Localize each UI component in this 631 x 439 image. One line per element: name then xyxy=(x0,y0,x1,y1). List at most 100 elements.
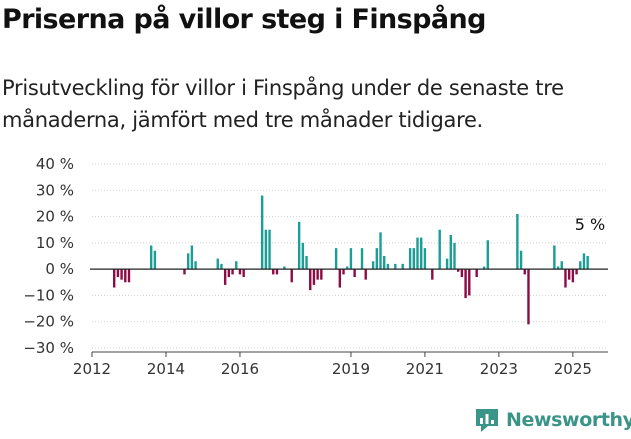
bar xyxy=(460,269,464,278)
bar xyxy=(360,248,364,270)
bar xyxy=(312,269,316,285)
bar xyxy=(379,232,382,270)
bar xyxy=(268,229,271,270)
page-title: Priserna på villor steg i Finspång xyxy=(2,4,486,35)
bar xyxy=(438,229,441,270)
x-tick-label: 2025 xyxy=(554,360,592,378)
bar-series xyxy=(112,195,589,325)
bar xyxy=(346,266,349,270)
bar xyxy=(190,245,194,270)
bar xyxy=(320,269,323,280)
y-tick-label: 40 % xyxy=(36,155,74,173)
bar xyxy=(475,269,478,278)
bar xyxy=(408,248,412,270)
bar xyxy=(401,263,404,270)
bar xyxy=(238,269,242,275)
bar xyxy=(556,266,560,270)
logo-text: Newsworthy xyxy=(506,409,631,431)
bar xyxy=(334,248,338,270)
x-tick-label: 2012 xyxy=(73,360,111,378)
bar xyxy=(283,266,286,270)
bar xyxy=(416,237,419,270)
bar xyxy=(449,234,452,270)
bar xyxy=(394,263,397,270)
bar xyxy=(353,269,356,278)
bar xyxy=(386,263,390,270)
bar xyxy=(375,248,379,270)
bar xyxy=(342,269,345,275)
bar xyxy=(223,269,227,285)
bar xyxy=(560,261,563,270)
bar xyxy=(149,245,153,270)
bar xyxy=(412,248,416,270)
y-tick-label: 0 % xyxy=(45,260,74,278)
bar xyxy=(579,261,582,270)
bar xyxy=(124,269,127,283)
chart-axes xyxy=(90,268,608,357)
y-tick-label: −20 % xyxy=(23,313,74,331)
bar xyxy=(582,253,586,270)
bar xyxy=(445,258,449,270)
bar xyxy=(220,263,223,270)
bar xyxy=(364,269,367,280)
bar xyxy=(423,248,427,270)
bar xyxy=(456,269,460,272)
y-tick-label: −10 % xyxy=(23,286,74,304)
bar xyxy=(586,256,589,270)
bar-chart: 40 % 30 % 20 % 10 % 0 % −10 % −20 % −30 % 2012 20… xyxy=(23,155,608,378)
bar xyxy=(486,240,489,270)
bar xyxy=(116,269,120,278)
bar xyxy=(371,261,375,270)
x-tick-label: 2021 xyxy=(406,360,444,378)
bar xyxy=(349,248,353,270)
x-tick-label: 2016 xyxy=(221,360,259,378)
bar xyxy=(242,269,245,278)
bar xyxy=(264,229,268,270)
bar xyxy=(453,242,456,270)
bar xyxy=(194,261,197,270)
bar xyxy=(301,242,305,270)
bar xyxy=(127,269,131,283)
x-tick-label: 2014 xyxy=(147,360,185,378)
bar xyxy=(519,250,523,270)
y-tick-label: 30 % xyxy=(36,181,74,199)
bar xyxy=(516,213,519,270)
bar xyxy=(571,269,575,283)
bar xyxy=(383,256,386,270)
bar xyxy=(120,269,123,280)
bar xyxy=(482,266,486,270)
bar xyxy=(316,269,319,280)
bar xyxy=(567,269,571,280)
bar xyxy=(431,269,434,280)
bar xyxy=(464,269,467,299)
x-tick-label: 2019 xyxy=(332,360,370,378)
bar xyxy=(216,258,219,270)
bar xyxy=(153,250,157,270)
bar xyxy=(575,269,578,275)
bar xyxy=(186,253,190,270)
page-subtitle: Prisutveckling för villor i Finspång und… xyxy=(2,76,564,132)
x-tick-label: 2023 xyxy=(480,360,518,378)
bar xyxy=(235,261,238,270)
bar xyxy=(183,269,186,275)
newsworthy-chart-logo-icon xyxy=(476,409,498,432)
newsworthy-logo[interactable]: Newsworthy xyxy=(474,407,631,433)
bar xyxy=(523,269,526,275)
y-tick-label: 10 % xyxy=(36,234,74,252)
bar xyxy=(112,269,116,288)
chart-labels: 40 % 30 % 20 % 10 % 0 % −10 % −20 % −30 % 2012 20… xyxy=(23,155,605,378)
bar xyxy=(275,269,279,275)
bar xyxy=(227,269,231,278)
last-value-annotation: 5 % xyxy=(575,215,605,234)
bar xyxy=(260,195,264,270)
bar xyxy=(553,245,556,270)
bar xyxy=(564,269,567,288)
bar xyxy=(290,269,293,283)
bar xyxy=(297,221,301,270)
grid-lines xyxy=(92,163,608,349)
bar xyxy=(420,237,423,270)
bar xyxy=(468,269,471,296)
bar xyxy=(527,269,530,325)
bar xyxy=(272,269,275,275)
bar xyxy=(231,269,234,275)
